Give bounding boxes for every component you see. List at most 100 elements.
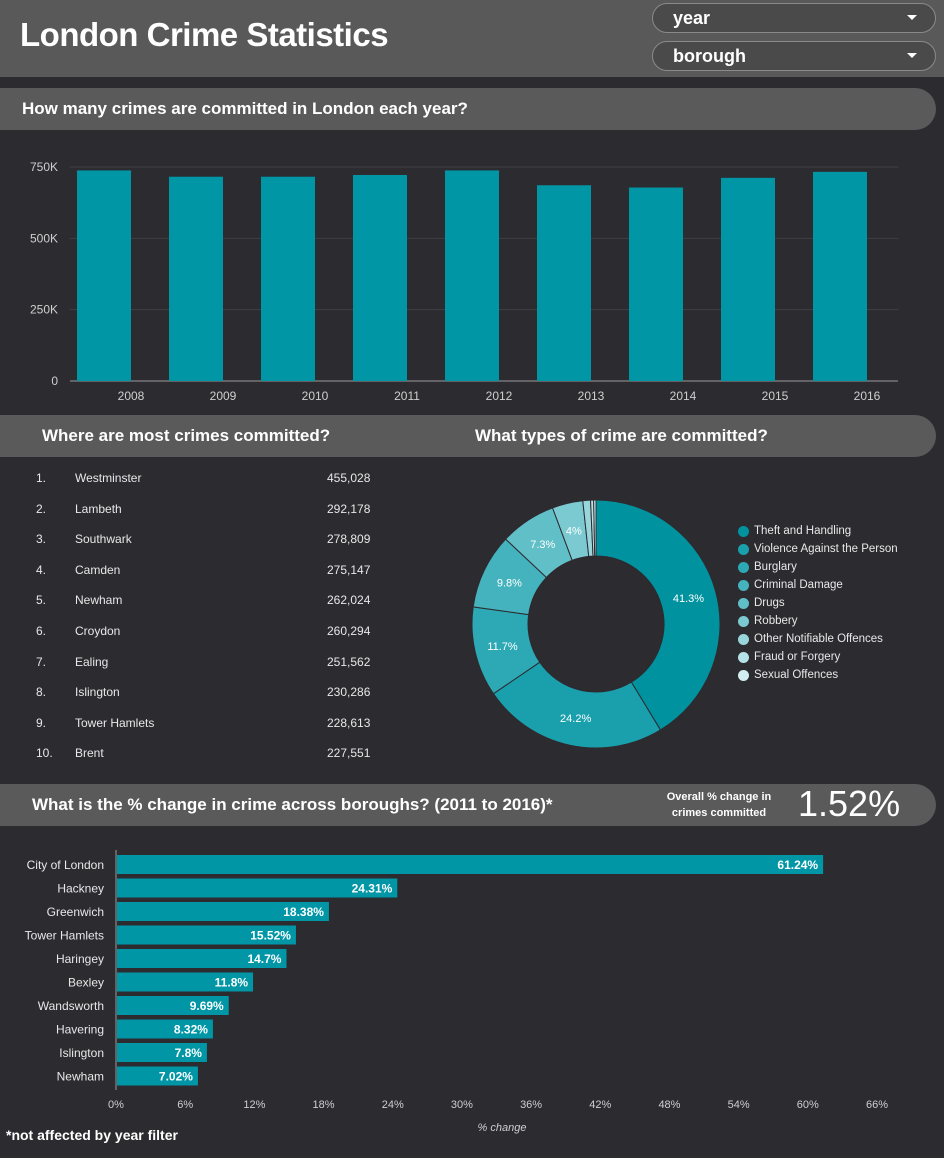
slice-label: 11.7% <box>487 641 518 653</box>
x-tick-label: 2012 <box>486 389 513 403</box>
slice-label: 41.3% <box>673 593 704 605</box>
borough-name: Brent <box>75 746 104 761</box>
crime-count: 292,178 <box>327 501 371 516</box>
legend-item: Burglary <box>738 560 938 574</box>
legend-item: Theft and Handling <box>738 524 938 538</box>
y-tick-label: 250K <box>30 303 58 317</box>
crime-count: 278,809 <box>327 532 371 547</box>
x-tick-label: 2009 <box>210 389 237 403</box>
crime-count: 275,147 <box>327 562 371 577</box>
legend-item: Criminal Damage <box>738 578 938 592</box>
change-section-banner: What is the % change in crime across bor… <box>0 784 936 826</box>
list-item: 4. Camden 275,147 <box>0 563 400 583</box>
x-tick-label: 12% <box>243 1099 265 1111</box>
rank-number: 7. <box>36 654 47 669</box>
category-label: Newham <box>57 1070 104 1084</box>
x-tick-label: 42% <box>589 1099 611 1111</box>
legend-swatch <box>738 598 749 609</box>
category-label: Bexley <box>68 976 104 990</box>
crime-count: 227,551 <box>327 746 371 761</box>
x-tick-label: 36% <box>520 1099 542 1111</box>
borough-name: Ealing <box>75 654 109 669</box>
legend-label: Robbery <box>754 615 798 627</box>
legend-label: Burglary <box>754 561 797 573</box>
donut-slice <box>582 499 594 557</box>
bar-2008 <box>77 170 131 381</box>
change-bar <box>117 902 329 921</box>
bar-2013 <box>537 185 591 381</box>
change-bar <box>117 972 254 992</box>
legend-swatch <box>738 544 749 555</box>
bar-2015 <box>721 177 775 381</box>
page-title: London Crime Statistics <box>20 16 389 53</box>
donut-slice <box>595 499 721 731</box>
list-item: 6. Croydon 260,294 <box>0 624 400 644</box>
x-tick-label: 6% <box>177 1099 193 1111</box>
list-item: 8. Islington 230,286 <box>0 685 400 705</box>
borough-name: Lambeth <box>75 501 122 516</box>
legend-label: Other Notifiable Offences <box>754 633 883 645</box>
legend-label: Theft and Handling <box>754 525 852 537</box>
change-bar <box>117 1066 198 1086</box>
borough-types-section-banner: Where are most crimes committed? What ty… <box>0 415 936 457</box>
legend-item: Drugs <box>738 596 938 610</box>
category-label: Islington <box>59 1046 104 1060</box>
list-item: 1. Westminster 455,028 <box>0 471 400 491</box>
donut-legend: Theft and Handling Violence Against the P… <box>738 524 938 686</box>
bar-value-label: 14.7% <box>247 952 281 966</box>
y-tick-label: 500K <box>30 231 58 245</box>
x-tick-label: 2008 <box>118 389 145 403</box>
borough-name: Southwark <box>75 532 132 547</box>
bar-2014 <box>629 187 683 381</box>
legend-swatch <box>738 562 749 573</box>
donut-slice <box>593 499 597 557</box>
x-tick-label: 24% <box>382 1099 404 1111</box>
legend-label: Sexual Offences <box>754 669 839 681</box>
rank-number: 9. <box>36 715 47 730</box>
category-label: Wandsworth <box>38 999 104 1013</box>
change-bar <box>117 925 296 945</box>
rank-number: 5. <box>36 593 47 608</box>
bar-value-label: 7.8% <box>175 1046 203 1060</box>
legend-item: Fraud or Forgery <box>738 650 938 664</box>
legend-label: Criminal Damage <box>754 579 843 591</box>
x-tick-label: 66% <box>866 1099 888 1111</box>
rank-number: 6. <box>36 624 47 638</box>
borough-name: Islington <box>75 685 120 700</box>
bar-value-label: 24.31% <box>352 882 393 896</box>
rank-number: 2. <box>36 501 47 516</box>
x-tick-label: 2011 <box>394 389 420 403</box>
bar-2012 <box>445 170 499 381</box>
borough-section-title: Where are most crimes committed? <box>42 426 331 445</box>
crime-count: 260,294 <box>327 624 371 638</box>
yearly-crime-bar-chart: 0 250K 500K 750K 2008 2009 2010 2011 2012 2013 201… <box>30 160 898 403</box>
legend-swatch <box>738 634 749 645</box>
bar-2016 <box>813 171 867 381</box>
bar-2010 <box>261 176 315 381</box>
change-bar <box>117 855 824 874</box>
year-filter-dropdown[interactable]: year <box>652 3 936 33</box>
slice-label: 9.8% <box>497 578 522 590</box>
change-section-title: What is the % change in crime across bor… <box>32 795 553 814</box>
x-tick-label: 0% <box>108 1099 124 1111</box>
legend-swatch <box>738 670 749 681</box>
category-label: Tower Hamlets <box>25 929 104 943</box>
bar-value-label: 61.24% <box>777 858 818 872</box>
borough-name: Camden <box>75 562 121 577</box>
header-bar: London Crime Statistics year borough <box>0 0 944 77</box>
legend-swatch <box>738 580 749 591</box>
legend-swatch <box>738 616 749 627</box>
x-tick-label: 2013 <box>578 389 605 403</box>
category-label: Havering <box>56 1023 104 1037</box>
bar-value-label: 15.52% <box>250 929 291 943</box>
bar-2009 <box>169 176 223 381</box>
x-tick-label: 60% <box>797 1099 819 1111</box>
borough-filter-dropdown[interactable]: borough <box>652 41 936 71</box>
x-tick-label: 54% <box>728 1099 750 1111</box>
borough-name: Westminster <box>75 471 142 485</box>
legend-item: Robbery <box>738 614 938 628</box>
legend-label: Violence Against the Person <box>754 543 898 555</box>
x-tick-label: 30% <box>451 1099 473 1111</box>
rank-number: 8. <box>36 685 47 700</box>
y-tick-label: 0 <box>51 374 58 388</box>
